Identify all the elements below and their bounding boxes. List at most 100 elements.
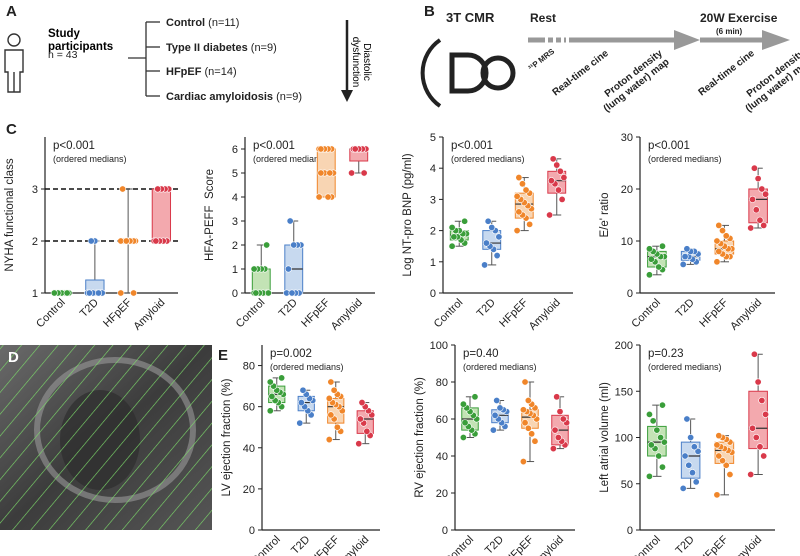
data-point — [471, 393, 479, 401]
y-tick-label: 80 — [436, 377, 448, 389]
annotation: p<0.001 — [53, 140, 95, 152]
data-point — [681, 253, 689, 261]
annotation: p<0.001 — [451, 140, 493, 152]
data-point — [286, 217, 294, 225]
data-point — [553, 393, 561, 401]
data-point — [515, 174, 523, 182]
data-point — [553, 161, 561, 169]
y-tick-label: 6 — [232, 144, 238, 156]
annotation: p<0.001 — [648, 140, 690, 152]
x-tick-label: HFpEF — [697, 533, 730, 556]
group-n: (n=11) — [208, 17, 239, 29]
data-point — [50, 289, 58, 297]
data-point — [526, 220, 534, 228]
data-point — [522, 186, 530, 194]
y-axis-title: RV ejection fraction (%) — [414, 377, 426, 498]
exercise-duration: (6 min) — [716, 27, 743, 36]
data-point — [484, 217, 492, 225]
data-point — [360, 169, 368, 177]
data-point — [551, 426, 559, 434]
annotation: p=0.40 — [463, 348, 499, 360]
data-point — [448, 242, 456, 250]
x-tick-label: T2D — [674, 297, 697, 320]
y-tick-label: 40 — [436, 451, 448, 463]
data-point — [556, 167, 564, 175]
group-name: Control — [166, 17, 205, 29]
y-axis-title: NYHA functional class — [4, 158, 16, 271]
data-point — [481, 261, 489, 269]
x-tick-label: HFpEF — [101, 296, 134, 329]
data-point — [333, 423, 341, 431]
panel-label: A — [6, 3, 17, 20]
data-point — [756, 443, 764, 451]
mri-image — [0, 345, 212, 530]
data-point — [459, 433, 467, 441]
y-tick-label: 3 — [32, 184, 38, 196]
data-point — [647, 441, 655, 449]
data-point — [296, 419, 304, 427]
data-point — [758, 185, 766, 193]
y-axis-title: HFA-PEFF Score — [204, 169, 216, 261]
group-name: Cardiac amyloidosis — [166, 91, 273, 103]
data-point — [750, 164, 758, 172]
person-icon — [4, 33, 24, 93]
data-point — [726, 470, 734, 478]
x-tick-label: HFpEF — [309, 533, 342, 556]
data-point — [690, 443, 698, 451]
data-point — [299, 386, 307, 394]
box — [151, 188, 172, 242]
x-tick-label: T2D — [78, 297, 101, 320]
scanner-label: 3T CMR — [446, 10, 495, 25]
data-point — [760, 452, 768, 460]
data-point — [264, 289, 272, 297]
annotation: p<0.001 — [253, 140, 295, 152]
data-point — [749, 424, 757, 432]
data-point — [317, 145, 325, 153]
group-name: HFpEF — [166, 66, 202, 78]
group-n: (n=14) — [205, 66, 237, 78]
data-point — [363, 427, 371, 435]
data-point — [713, 237, 721, 245]
group-n: (n=9) — [251, 42, 277, 54]
group-label: Cardiac amyloidosis (n=9) — [166, 91, 302, 103]
x-tick-label: Control — [629, 297, 663, 331]
panel-label: D — [8, 349, 19, 366]
data-point — [715, 432, 723, 440]
y-tick-label: 100 — [430, 340, 448, 352]
data-point — [655, 452, 663, 460]
data-point — [482, 239, 490, 247]
data-point — [645, 472, 653, 480]
annotation: (ordered medians) — [53, 154, 127, 164]
y-tick-label: 5 — [232, 168, 238, 180]
y-tick-label: 1 — [430, 257, 436, 269]
y-tick-label: 200 — [615, 340, 633, 352]
y-tick-label: 50 — [621, 479, 633, 491]
annotation: p=0.002 — [270, 348, 312, 360]
y-tick-label: 0 — [442, 525, 448, 537]
data-point — [152, 237, 160, 245]
participants-title: Study participants — [48, 28, 114, 53]
y-axis-title: Log NT-pro BNP (pg/ml) — [402, 153, 414, 276]
group-name: Type II diabetes — [166, 42, 248, 54]
annotation: (ordered medians) — [648, 362, 722, 372]
x-tick-label: Control — [234, 297, 268, 331]
y-tick-label: 30 — [621, 132, 633, 144]
data-point — [649, 417, 657, 425]
data-point — [325, 394, 333, 402]
data-point — [752, 433, 760, 441]
data-point — [715, 221, 723, 229]
data-point — [754, 175, 762, 183]
box — [251, 268, 271, 294]
data-point — [263, 241, 271, 249]
data-point — [658, 242, 666, 250]
x-tick-label: Control — [629, 534, 663, 556]
data-point — [324, 193, 332, 201]
data-point — [687, 433, 695, 441]
data-point — [681, 452, 689, 460]
x-tick-label: Amyloid — [728, 297, 764, 333]
data-point — [715, 452, 723, 460]
data-point — [495, 233, 503, 241]
exercise-label: 20W Exercise — [700, 11, 778, 25]
